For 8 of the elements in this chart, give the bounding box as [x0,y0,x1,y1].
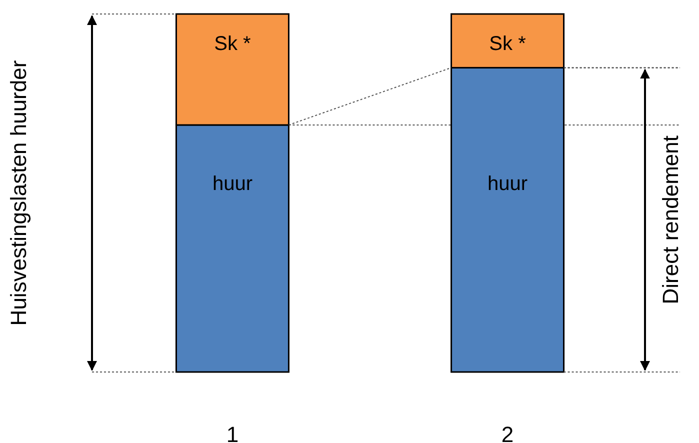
text: Sk * [214,33,251,55]
text: huur [488,173,528,195]
text: Huisvestingslasten huurder [6,60,31,326]
x-tick-label: 2 [501,422,514,443]
series-label: huur [212,173,253,195]
series-label: Sk * [489,33,526,55]
x-tick-label: 1 [226,422,239,443]
annotation: Direct rendement [658,135,683,304]
